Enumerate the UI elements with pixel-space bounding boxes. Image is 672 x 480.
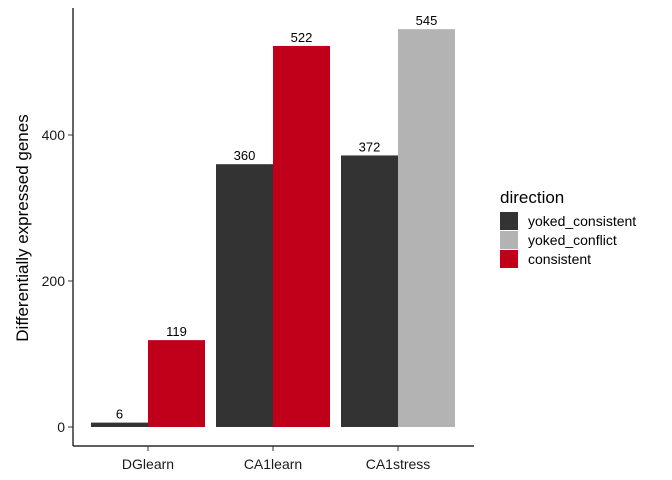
y-tick-label: 400 xyxy=(42,127,66,143)
bar-labels-layer: 6 119 360 522 372 545 xyxy=(116,13,437,421)
x-ticks: DGlearn CA1learn CA1stress xyxy=(122,446,430,472)
y-tick-label: 0 xyxy=(57,419,65,435)
y-axis-title: Differentially expressed genes xyxy=(13,114,32,341)
legend-swatch-consistent xyxy=(500,250,518,268)
x-tick-label: CA1stress xyxy=(366,456,431,472)
legend-label-consistent: consistent xyxy=(528,251,591,267)
legend-title: direction xyxy=(500,188,564,207)
bar-CA1learn-consistent xyxy=(273,45,330,427)
bar-value-label: 545 xyxy=(416,13,438,28)
legend-swatch-yoked_conflict xyxy=(500,231,518,249)
legend-items: yoked_consistent yoked_conflict consistent xyxy=(500,212,636,268)
bar-CA1stress-yoked_conflict xyxy=(398,29,455,428)
legend-label-yoked_conflict: yoked_conflict xyxy=(528,232,617,248)
y-tick-label: 200 xyxy=(42,273,66,289)
x-tick-label: DGlearn xyxy=(122,456,174,472)
bar-DGlearn-consistent xyxy=(148,340,205,427)
bars-layer xyxy=(91,29,455,428)
bar-value-label: 360 xyxy=(234,148,256,163)
y-ticks: 0 200 400 xyxy=(42,127,73,435)
bar-DGlearn-yoked_consistent xyxy=(91,422,148,427)
bar-CA1stress-yoked_consistent xyxy=(341,155,398,427)
legend: direction yoked_consistent yoked_conflict… xyxy=(500,188,636,268)
x-tick-label: CA1learn xyxy=(244,456,302,472)
bar-value-label: 522 xyxy=(291,30,313,45)
legend-label-yoked_consistent: yoked_consistent xyxy=(528,213,636,229)
bar-value-label: 119 xyxy=(166,324,187,339)
bar-value-label: 6 xyxy=(116,407,123,422)
legend-swatch-yoked_consistent xyxy=(500,212,518,230)
bar-CA1learn-yoked_consistent xyxy=(216,164,273,427)
bar-value-label: 372 xyxy=(359,139,381,154)
